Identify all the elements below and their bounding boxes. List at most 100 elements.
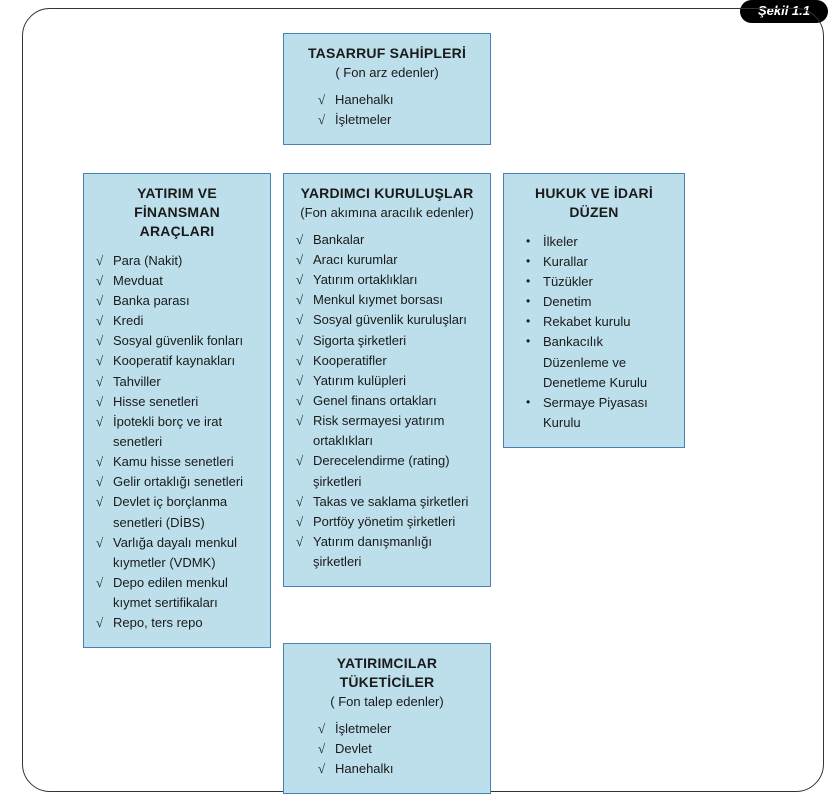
- list-item: √İpotekli borç ve irat senetleri: [96, 412, 258, 452]
- list-item: √Sosyal güvenlik kuruluşları: [296, 310, 478, 330]
- item-text: İpotekli borç ve irat senetleri: [113, 412, 258, 452]
- list-item: √Tahviller: [96, 372, 258, 392]
- list-item: •Kurallar: [526, 252, 672, 272]
- item-text: Derecelendirme (rating) şirketleri: [313, 451, 478, 491]
- list-item: •Tüzükler: [526, 272, 672, 292]
- bullet-icon: •: [526, 272, 540, 291]
- list-item: √Para (Nakit): [96, 251, 258, 271]
- list-item: √Yatırım danışmanlığı şirketleri: [296, 532, 478, 572]
- list-item: √Menkul kıymet borsası: [296, 290, 478, 310]
- item-text: Kredi: [113, 311, 258, 331]
- list-item: √Sigorta şirketleri: [296, 331, 478, 351]
- box-subtitle: ( Fon arz edenler): [296, 65, 478, 80]
- list-item: √Derecelendirme (rating) şirketleri: [296, 451, 478, 491]
- check-icon: √: [296, 492, 310, 512]
- box-yatirimcilar-tuketiciler: YATIRIMCILAR TÜKETİCİLER ( Fon talep ede…: [283, 643, 491, 794]
- list-item: √Kredi: [96, 311, 258, 331]
- list-item: •İlkeler: [526, 232, 672, 252]
- bullet-icon: •: [526, 252, 540, 271]
- check-icon: √: [296, 371, 310, 391]
- item-text: Sosyal güvenlik fonları: [113, 331, 258, 351]
- list-item: •Bankacılık Düzenleme ve Denetleme Kurul…: [526, 332, 672, 392]
- item-text: Devlet: [335, 739, 478, 759]
- list-item: √Mevduat: [96, 271, 258, 291]
- list-item: √İşletmeler: [318, 719, 478, 739]
- item-text: Kamu hisse senetleri: [113, 452, 258, 472]
- check-icon: √: [96, 412, 110, 432]
- check-icon: √: [296, 290, 310, 310]
- list-item: √Gelir ortaklığı senetleri: [96, 472, 258, 492]
- item-text: Yatırım danışmanlığı şirketleri: [313, 532, 478, 572]
- item-list: √İşletmeler√Devlet√Hanehalkı: [296, 719, 478, 779]
- check-icon: √: [296, 351, 310, 371]
- check-icon: √: [318, 110, 332, 130]
- item-text: Varlığa dayalı menkul kıymetler (VDMK): [113, 533, 258, 573]
- check-icon: √: [296, 310, 310, 330]
- item-text: Depo edilen menkul kıymet sertifikaları: [113, 573, 258, 613]
- check-icon: √: [296, 250, 310, 270]
- list-item: √Portföy yönetim şirketleri: [296, 512, 478, 532]
- item-text: Bankalar: [313, 230, 478, 250]
- list-item: √Kooperatif kaynakları: [96, 351, 258, 371]
- item-text: Tüzükler: [543, 272, 672, 292]
- list-item: √Devlet: [318, 739, 478, 759]
- check-icon: √: [96, 452, 110, 472]
- check-icon: √: [96, 392, 110, 412]
- list-item: √Devlet iç borçlanma senetleri (DİBS): [96, 492, 258, 532]
- check-icon: √: [96, 372, 110, 392]
- check-icon: √: [296, 411, 310, 431]
- check-icon: √: [96, 351, 110, 371]
- box-title: YATIRIMCILAR TÜKETİCİLER: [296, 654, 478, 692]
- check-icon: √: [296, 512, 310, 532]
- list-item: √Hisse senetleri: [96, 392, 258, 412]
- item-text: Menkul kıymet borsası: [313, 290, 478, 310]
- check-icon: √: [96, 472, 110, 492]
- list-item: √Varlığa dayalı menkul kıymetler (VDMK): [96, 533, 258, 573]
- item-text: Sigorta şirketleri: [313, 331, 478, 351]
- bullet-icon: •: [526, 393, 540, 412]
- diagram-frame: TASARRUF SAHİPLERİ ( Fon arz edenler) √H…: [22, 8, 824, 792]
- list-item: √Hanehalkı: [318, 90, 478, 110]
- list-item: √Takas ve saklama şirketleri: [296, 492, 478, 512]
- item-text: Genel finans ortakları: [313, 391, 478, 411]
- box-title: TASARRUF SAHİPLERİ: [296, 44, 478, 63]
- list-item: √Yatırım kulüpleri: [296, 371, 478, 391]
- item-text: Repo, ters repo: [113, 613, 258, 633]
- bullet-icon: •: [526, 332, 540, 351]
- list-item: •Sermaye Piyasası Kurulu: [526, 393, 672, 433]
- check-icon: √: [318, 90, 332, 110]
- item-list: •İlkeler•Kurallar•Tüzükler•Denetim•Rekab…: [516, 232, 672, 433]
- item-text: İlkeler: [543, 232, 672, 252]
- item-text: Hisse senetleri: [113, 392, 258, 412]
- item-text: Tahviller: [113, 372, 258, 392]
- check-icon: √: [296, 532, 310, 552]
- item-text: Risk sermayesi yatırım ortaklıkları: [313, 411, 478, 451]
- item-text: Hanehalkı: [335, 759, 478, 779]
- item-text: Gelir ortaklığı senetleri: [113, 472, 258, 492]
- item-text: Aracı kurumlar: [313, 250, 478, 270]
- bullet-icon: •: [526, 232, 540, 251]
- box-subtitle: (Fon akımına aracılık edenler): [296, 205, 478, 220]
- box-yardimci-kuruluslar: YARDIMCI KURULUŞLAR (Fon akımına aracılı…: [283, 173, 491, 587]
- box-title: HUKUK VE İDARİ DÜZEN: [516, 184, 672, 222]
- check-icon: √: [96, 271, 110, 291]
- item-text: Hanehalkı: [335, 90, 478, 110]
- item-text: Takas ve saklama şirketleri: [313, 492, 478, 512]
- check-icon: √: [96, 492, 110, 512]
- check-icon: √: [96, 311, 110, 331]
- item-text: Bankacılık Düzenleme ve Denetleme Kurulu: [543, 332, 672, 392]
- item-text: Portföy yönetim şirketleri: [313, 512, 478, 532]
- list-item: √Genel finans ortakları: [296, 391, 478, 411]
- list-item: √Banka parası: [96, 291, 258, 311]
- list-item: √Kooperatifler: [296, 351, 478, 371]
- item-list: √Bankalar√Aracı kurumlar√Yatırım ortaklı…: [296, 230, 478, 572]
- list-item: √Depo edilen menkul kıymet sertifikaları: [96, 573, 258, 613]
- check-icon: √: [296, 230, 310, 250]
- item-text: Kurallar: [543, 252, 672, 272]
- check-icon: √: [318, 739, 332, 759]
- item-text: Yatırım kulüpleri: [313, 371, 478, 391]
- box-title: YATIRIM VE FİNANSMAN ARAÇLARI: [96, 184, 258, 241]
- item-text: Rekabet kurulu: [543, 312, 672, 332]
- check-icon: √: [96, 573, 110, 593]
- list-item: √Yatırım ortaklıkları: [296, 270, 478, 290]
